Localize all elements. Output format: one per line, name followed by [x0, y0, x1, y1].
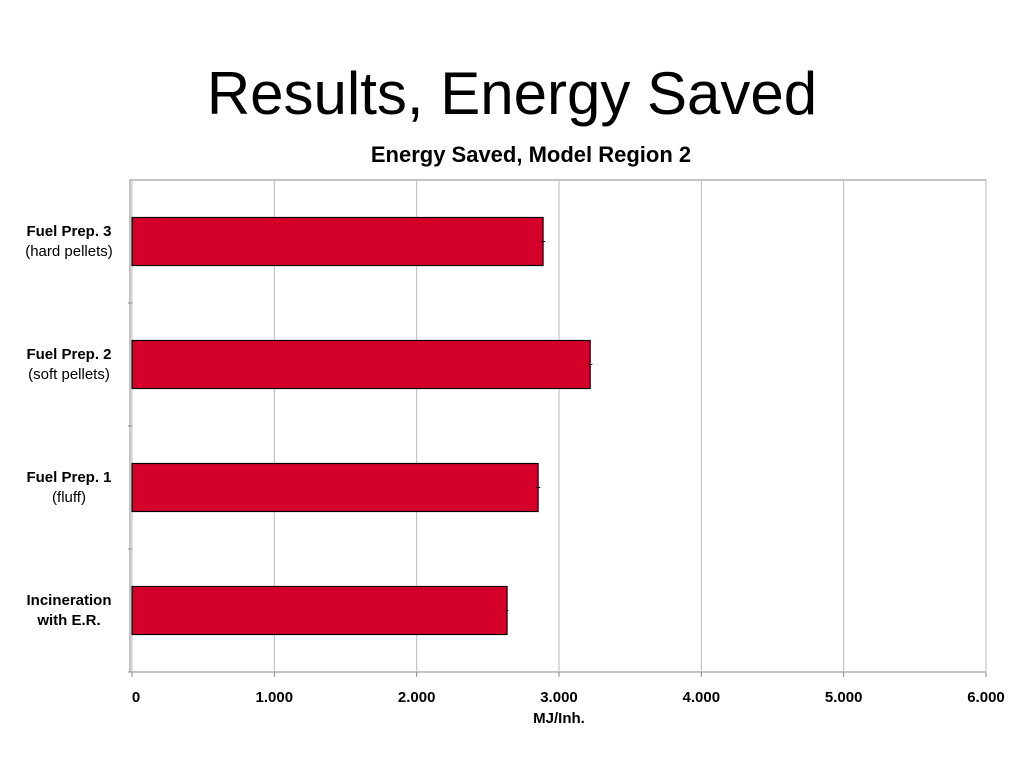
category-name: Fuel Prep. 1 — [26, 468, 112, 486]
category-note: (fluff) — [52, 488, 86, 506]
bar — [131, 462, 539, 513]
x-tick-label: 1.000 — [256, 689, 294, 706]
category-note: (hard pellets) — [25, 242, 113, 260]
x-tick-label: 2.000 — [398, 689, 436, 706]
category-name: Fuel Prep. 3 — [26, 222, 112, 240]
category-name: Fuel Prep. 2 — [26, 345, 112, 363]
category-label: Fuel Prep. 1 (fluff) — [10, 468, 128, 508]
category-label: Fuel Prep. 2 (soft pellets) — [10, 345, 128, 385]
category-label: Fuel Prep. 3 (hard pellets) — [10, 222, 128, 262]
x-tick-label: 6.000 — [967, 689, 1005, 706]
bar — [131, 339, 591, 390]
category-note: (soft pellets) — [28, 365, 110, 383]
x-axis-label: MJ/Inh. — [533, 710, 585, 727]
bar — [131, 216, 544, 267]
x-tick-label: 3.000 — [540, 689, 578, 706]
category-name: Incineration with E.R. — [26, 591, 112, 629]
x-tick-label: 4.000 — [683, 689, 721, 706]
slide-title: Results, Energy Saved — [207, 60, 817, 127]
x-tick-label: 0 — [132, 689, 140, 706]
category-label: Incineration with E.R. — [10, 591, 128, 631]
x-tick-label: 5.000 — [825, 689, 863, 706]
bar — [131, 585, 508, 636]
chart-title: Energy Saved, Model Region 2 — [371, 142, 691, 167]
